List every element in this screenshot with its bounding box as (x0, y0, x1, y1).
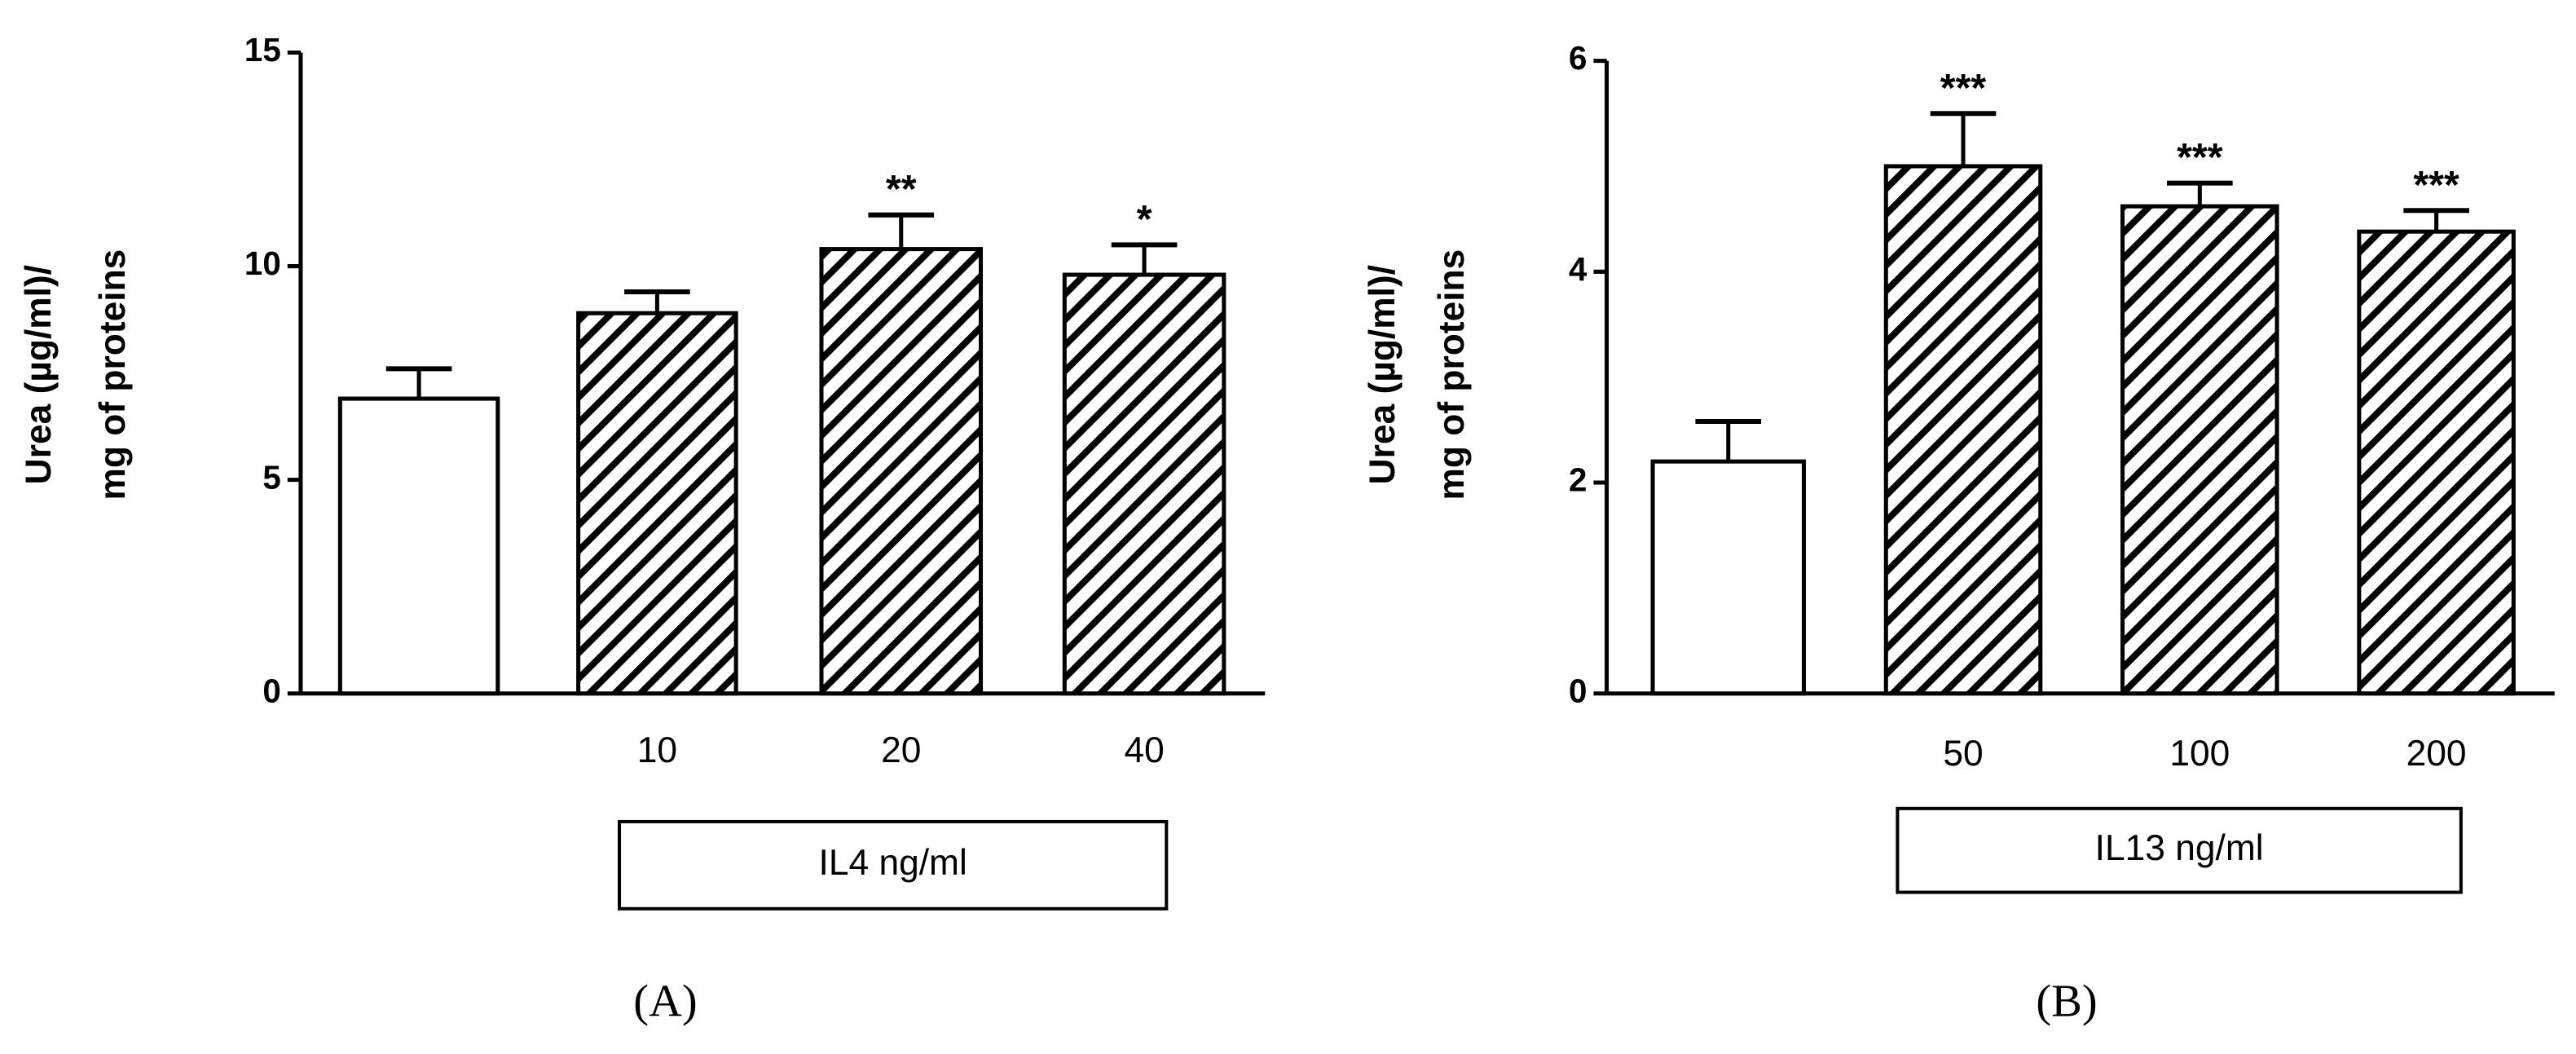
bar (576, 311, 738, 696)
chart-panel: 0 2 4 6 *** 50 *** 100 *** 200 Urea (µg/ml)/ mg of … (1363, 40, 2555, 1027)
x-label-box (1896, 806, 2463, 894)
y-tick-label: 5 (262, 459, 280, 496)
chart-panel: 0 5 10 15 10 ** 20 * 40 Urea (µg/ml)/ mg of protei… (19, 32, 1266, 1027)
x-tick-label: 10 (637, 730, 677, 770)
panel-label: (B) (2036, 977, 2097, 1027)
bar (819, 247, 984, 696)
x-tick-label: 200 (2406, 734, 2467, 774)
bar (337, 396, 500, 696)
significance-label: *** (2413, 163, 2459, 207)
bar (1650, 459, 1807, 696)
y-tick-label: 4 (1569, 251, 1587, 288)
bar (1883, 164, 2043, 696)
y-axis-label: Urea (µg/ml)/ (1363, 265, 1402, 484)
x-tick-label: 40 (1124, 730, 1164, 770)
significance-label: *** (2177, 135, 2223, 179)
x-tick-label: 50 (1943, 734, 1983, 774)
significance-label: ** (886, 167, 917, 211)
bar (2120, 204, 2279, 696)
x-tick-label: 100 (2169, 734, 2230, 774)
panel-label: (A) (633, 977, 697, 1027)
y-tick-label: 6 (1569, 40, 1587, 77)
y-axis-label: mg of proteins (1432, 249, 1472, 501)
x-axis-label: IL4 ng/ml (819, 843, 967, 883)
x-label-box (618, 819, 1169, 911)
y-tick-label: 15 (244, 32, 281, 68)
bar (1062, 272, 1226, 696)
significance-label: *** (1940, 66, 1987, 110)
y-axis-label: Urea (µg/ml)/ (19, 265, 59, 484)
bar (2357, 229, 2516, 696)
y-tick-label: 0 (1569, 673, 1587, 709)
x-tick-label: 20 (881, 730, 921, 770)
y-tick-label: 0 (262, 673, 280, 709)
y-tick-label: 2 (1569, 462, 1587, 499)
x-axis-label: IL13 ng/ml (2095, 828, 2264, 868)
y-axis-label: mg of proteins (93, 249, 133, 501)
significance-label: * (1137, 197, 1152, 241)
y-tick-label: 10 (244, 245, 281, 282)
